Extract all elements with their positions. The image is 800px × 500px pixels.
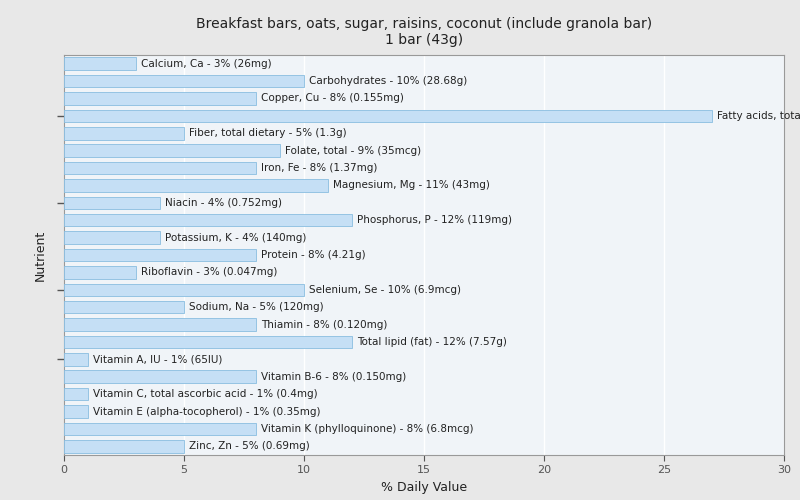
Text: Protein - 8% (4.21g): Protein - 8% (4.21g) bbox=[261, 250, 366, 260]
Text: Phosphorus, P - 12% (119mg): Phosphorus, P - 12% (119mg) bbox=[357, 215, 512, 225]
Bar bbox=[64, 196, 160, 209]
Bar bbox=[64, 75, 304, 88]
X-axis label: % Daily Value: % Daily Value bbox=[381, 481, 467, 494]
Bar bbox=[64, 248, 256, 262]
Text: Vitamin K (phylloquinone) - 8% (6.8mcg): Vitamin K (phylloquinone) - 8% (6.8mcg) bbox=[261, 424, 474, 434]
Text: Vitamin B-6 - 8% (0.150mg): Vitamin B-6 - 8% (0.150mg) bbox=[261, 372, 406, 382]
Bar bbox=[64, 422, 256, 435]
Text: Calcium, Ca - 3% (26mg): Calcium, Ca - 3% (26mg) bbox=[141, 58, 271, 68]
Bar bbox=[64, 179, 328, 192]
Text: Zinc, Zn - 5% (0.69mg): Zinc, Zn - 5% (0.69mg) bbox=[189, 442, 310, 452]
Text: Fatty acids, total saturated - 27% (5.457g): Fatty acids, total saturated - 27% (5.45… bbox=[717, 111, 800, 121]
Bar bbox=[64, 162, 256, 174]
Text: Vitamin C, total ascorbic acid - 1% (0.4mg): Vitamin C, total ascorbic acid - 1% (0.4… bbox=[93, 389, 318, 399]
Bar bbox=[64, 92, 256, 104]
Text: Fiber, total dietary - 5% (1.3g): Fiber, total dietary - 5% (1.3g) bbox=[189, 128, 346, 138]
Bar bbox=[64, 370, 256, 383]
Text: Potassium, K - 4% (140mg): Potassium, K - 4% (140mg) bbox=[165, 232, 306, 242]
Bar bbox=[64, 110, 712, 122]
Bar bbox=[64, 127, 184, 140]
Bar bbox=[64, 144, 280, 157]
Bar bbox=[64, 284, 304, 296]
Bar bbox=[64, 318, 256, 331]
Text: Vitamin E (alpha-tocopherol) - 1% (0.35mg): Vitamin E (alpha-tocopherol) - 1% (0.35m… bbox=[93, 406, 320, 416]
Bar bbox=[64, 353, 88, 366]
Text: Total lipid (fat) - 12% (7.57g): Total lipid (fat) - 12% (7.57g) bbox=[357, 337, 506, 347]
Text: Copper, Cu - 8% (0.155mg): Copper, Cu - 8% (0.155mg) bbox=[261, 94, 404, 104]
Bar bbox=[64, 336, 352, 348]
Bar bbox=[64, 406, 88, 418]
Y-axis label: Nutrient: Nutrient bbox=[34, 230, 46, 280]
Bar bbox=[64, 440, 184, 452]
Bar bbox=[64, 214, 352, 226]
Title: Breakfast bars, oats, sugar, raisins, coconut (include granola bar)
1 bar (43g): Breakfast bars, oats, sugar, raisins, co… bbox=[196, 16, 652, 47]
Text: Magnesium, Mg - 11% (43mg): Magnesium, Mg - 11% (43mg) bbox=[333, 180, 490, 190]
Text: Folate, total - 9% (35mcg): Folate, total - 9% (35mcg) bbox=[285, 146, 421, 156]
Bar bbox=[64, 301, 184, 314]
Text: Niacin - 4% (0.752mg): Niacin - 4% (0.752mg) bbox=[165, 198, 282, 208]
Bar bbox=[64, 388, 88, 400]
Bar bbox=[64, 232, 160, 244]
Text: Thiamin - 8% (0.120mg): Thiamin - 8% (0.120mg) bbox=[261, 320, 387, 330]
Text: Carbohydrates - 10% (28.68g): Carbohydrates - 10% (28.68g) bbox=[309, 76, 467, 86]
Text: Vitamin A, IU - 1% (65IU): Vitamin A, IU - 1% (65IU) bbox=[93, 354, 222, 364]
Text: Iron, Fe - 8% (1.37mg): Iron, Fe - 8% (1.37mg) bbox=[261, 163, 377, 173]
Bar bbox=[64, 58, 136, 70]
Text: Sodium, Na - 5% (120mg): Sodium, Na - 5% (120mg) bbox=[189, 302, 323, 312]
Text: Riboflavin - 3% (0.047mg): Riboflavin - 3% (0.047mg) bbox=[141, 268, 277, 278]
Bar bbox=[64, 266, 136, 278]
Text: Selenium, Se - 10% (6.9mcg): Selenium, Se - 10% (6.9mcg) bbox=[309, 285, 461, 295]
